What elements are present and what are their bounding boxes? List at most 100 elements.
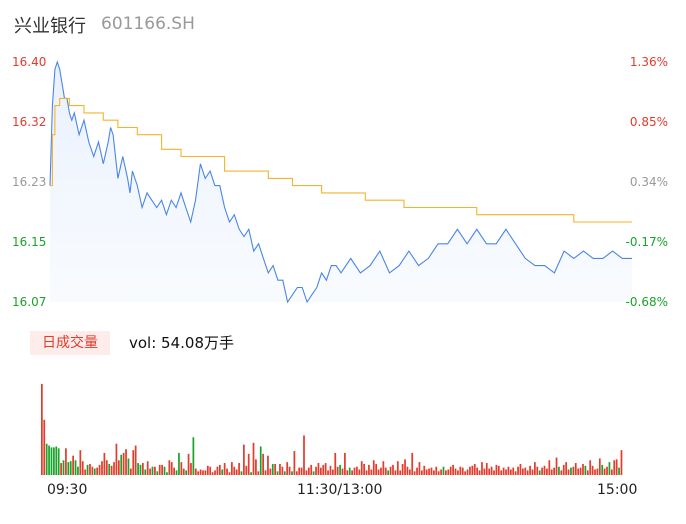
volume-bar	[437, 471, 440, 475]
volume-bar	[319, 467, 322, 475]
volume-bar	[380, 467, 382, 475]
volume-bar	[235, 469, 238, 475]
volume-bar	[206, 465, 209, 475]
volume-bar	[560, 470, 563, 475]
volume-bar	[536, 466, 539, 475]
volume-bar	[214, 470, 216, 475]
volume-bar	[190, 463, 192, 475]
volume-bar	[305, 470, 308, 475]
volume-bar	[60, 463, 62, 475]
volume-bar	[144, 469, 147, 475]
volume-bar	[240, 471, 243, 475]
volume-bar	[534, 462, 536, 475]
volume-bar	[442, 466, 445, 475]
volume-bar	[187, 453, 190, 475]
y-tick-left-4: 16.07	[12, 295, 47, 309]
volume-bar	[493, 470, 495, 475]
volume-bar	[356, 466, 358, 475]
volume-bar	[230, 462, 233, 475]
volume-bar	[115, 443, 118, 475]
volume-bar	[43, 419, 46, 475]
volume-bar	[591, 465, 594, 475]
volume-bar	[502, 467, 505, 475]
volume-bar	[538, 470, 541, 475]
volume-bar	[298, 467, 301, 475]
volume-bar	[351, 470, 353, 475]
volume-bar	[86, 464, 89, 475]
volume-bar	[276, 471, 279, 475]
volume-bar	[553, 467, 555, 475]
volume-bar	[461, 467, 464, 475]
period-badge[interactable]: 日成交量	[30, 331, 110, 355]
volume-bar	[279, 463, 281, 475]
volume-bar	[579, 467, 582, 475]
volume-bar	[286, 462, 289, 475]
price-line	[49, 60, 632, 304]
volume-bar	[108, 463, 111, 475]
volume-bar	[211, 472, 214, 475]
volume-bar	[570, 467, 572, 475]
volume-bar	[375, 463, 378, 475]
volume-bar	[476, 467, 479, 475]
volume-bar	[586, 470, 589, 475]
volume-bar	[238, 463, 240, 475]
volume-bar	[606, 466, 608, 475]
volume-bar	[574, 463, 577, 475]
y-tick-left-3: 16.15	[12, 235, 47, 249]
volume-bar	[558, 466, 560, 475]
volume-bar	[332, 469, 334, 475]
volume-bar	[565, 462, 568, 475]
volume-bar	[423, 465, 426, 475]
volume-bar	[420, 470, 423, 475]
volume-bar	[74, 460, 77, 475]
volume-bar	[406, 466, 409, 475]
volume-bar	[103, 452, 106, 475]
volume-bar	[312, 471, 315, 475]
volume-bar	[601, 464, 604, 475]
volume-bar	[48, 445, 50, 475]
volume-bar	[555, 457, 558, 475]
volume-bar	[363, 463, 365, 475]
volume-bar	[464, 471, 466, 475]
volume-bar	[582, 463, 584, 475]
volume-bar	[65, 448, 67, 475]
volume-label: vol: 54.08万手	[129, 334, 234, 352]
volume-bar	[105, 460, 108, 475]
volume-bar	[490, 466, 493, 475]
volume-bar	[603, 468, 606, 475]
volume-bar	[514, 471, 517, 475]
volume-bar	[151, 466, 154, 475]
volume-bar	[69, 461, 72, 475]
volume-bar	[221, 469, 224, 475]
volume-bar	[618, 467, 620, 475]
volume-bar	[81, 461, 84, 475]
volume-bar	[478, 470, 481, 475]
volume-bar	[252, 442, 255, 475]
volume-bar	[247, 453, 250, 475]
volume-bar	[322, 464, 325, 475]
volume-bar	[389, 466, 392, 475]
volume-bar	[531, 469, 534, 475]
volume-bar	[226, 468, 228, 475]
volume-bar	[163, 466, 166, 475]
price-area-fill	[50, 62, 632, 302]
volume-bar	[93, 468, 96, 475]
volume-bar	[295, 471, 298, 475]
volume-bar	[134, 445, 137, 475]
volume-bar	[384, 467, 387, 475]
volume-bar	[517, 466, 519, 475]
stock-code: 601166.SH	[101, 14, 195, 34]
volume-bar	[122, 452, 125, 475]
y-tick-right-4: -0.68%	[625, 295, 668, 309]
volume-bar	[197, 471, 200, 475]
volume-bar	[572, 466, 575, 475]
volume-bar	[89, 463, 91, 475]
volume-bar	[158, 464, 161, 475]
volume-bar	[291, 471, 293, 475]
volume-bar	[288, 466, 291, 475]
y-tick-left-1: 16.32	[12, 115, 47, 129]
volume-bar	[449, 466, 452, 475]
volume-bar	[613, 460, 616, 475]
volume-bar	[408, 469, 411, 475]
volume-bar	[267, 455, 269, 475]
